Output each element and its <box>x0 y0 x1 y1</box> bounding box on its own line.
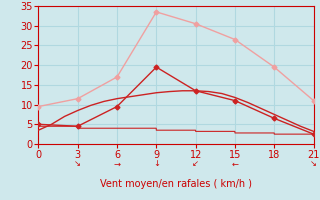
Text: ↙: ↙ <box>192 159 199 168</box>
Text: ↘: ↘ <box>310 159 317 168</box>
X-axis label: Vent moyen/en rafales ( km/h ): Vent moyen/en rafales ( km/h ) <box>100 179 252 189</box>
Text: →: → <box>114 159 121 168</box>
Text: ↓: ↓ <box>153 159 160 168</box>
Text: ←: ← <box>231 159 238 168</box>
Text: ↘: ↘ <box>74 159 81 168</box>
